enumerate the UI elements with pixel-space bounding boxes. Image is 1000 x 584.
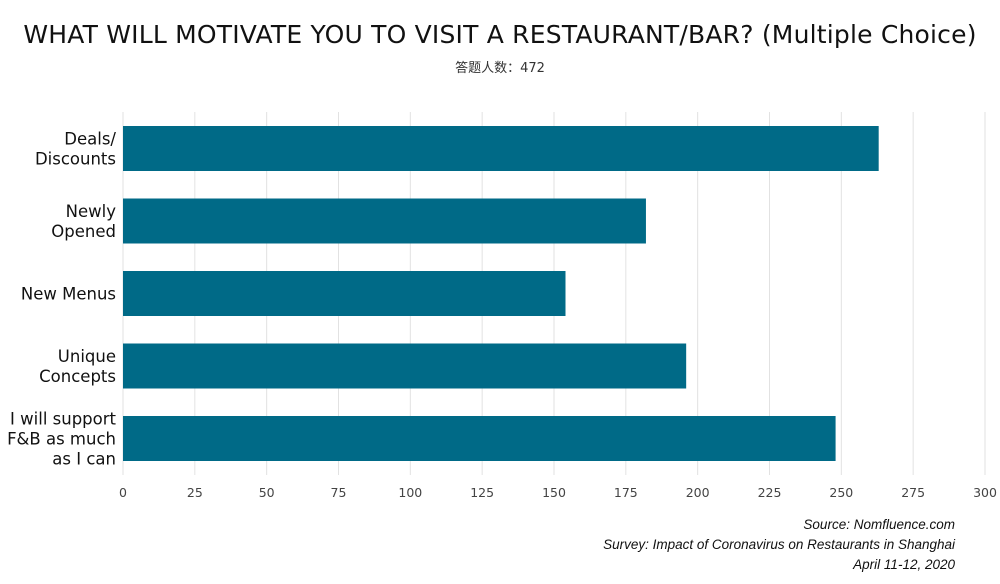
x-tick-label: 250 (829, 485, 853, 500)
survey-line: Survey: Impact of Coronavirus on Restaur… (603, 537, 955, 552)
source-line: Source: Nomfluence.com (803, 517, 955, 532)
date-line: April 11-12, 2020 (853, 557, 955, 572)
x-tick-label: 150 (542, 485, 566, 500)
category-label: I will support F&B as much as I can (7, 410, 116, 469)
category-label-line: Unique (58, 347, 116, 366)
category-label: Unique Concepts (39, 347, 116, 386)
x-tick-label: 300 (973, 485, 997, 500)
x-tick-label: 200 (686, 485, 710, 500)
category-label-line: New Menus (21, 285, 116, 304)
category-label-line: Concepts (39, 367, 116, 386)
x-tick-label: 275 (901, 485, 925, 500)
x-tick-label: 75 (331, 485, 347, 500)
category-label-line: as I can (52, 450, 116, 469)
bar (123, 271, 566, 316)
x-tick-label: 25 (187, 485, 203, 500)
bar (123, 343, 687, 389)
x-tick-label: 100 (398, 485, 422, 500)
chart-title: WHAT WILL MOTIVATE YOU TO VISIT A RESTAU… (23, 20, 977, 49)
bar (123, 198, 646, 244)
x-tick-label: 0 (119, 485, 127, 500)
x-tick-label: 225 (758, 485, 782, 500)
x-tick-label: 50 (259, 485, 275, 500)
category-label: Newly Opened (51, 202, 116, 241)
category-label-line: Newly (66, 202, 117, 221)
source-note: Source: Nomfluence.com Survey: Impact of… (603, 515, 955, 575)
x-tick-label: 125 (470, 485, 494, 500)
category-label-line: F&B as much (7, 430, 116, 449)
category-label-line: Opened (51, 222, 116, 241)
category-labels: Deals/Discounts Newly Opened New Menus Uniqu… (7, 130, 116, 469)
bars (123, 126, 879, 461)
bar (123, 126, 879, 171)
category-label-line: Deals/ (64, 130, 116, 149)
respondent-count: 答题人数：472 (455, 61, 545, 76)
bar (123, 416, 836, 461)
category-label-line: Discounts (35, 150, 116, 169)
category-label-line: I will support (10, 410, 116, 429)
x-axis-ticks: 0 25 50 75 100 125 150 175 200 225 250 275 300 (119, 485, 997, 500)
category-label: New Menus (21, 285, 116, 304)
x-tick-label: 175 (614, 485, 638, 500)
category-label: Deals/Discounts (35, 130, 116, 169)
